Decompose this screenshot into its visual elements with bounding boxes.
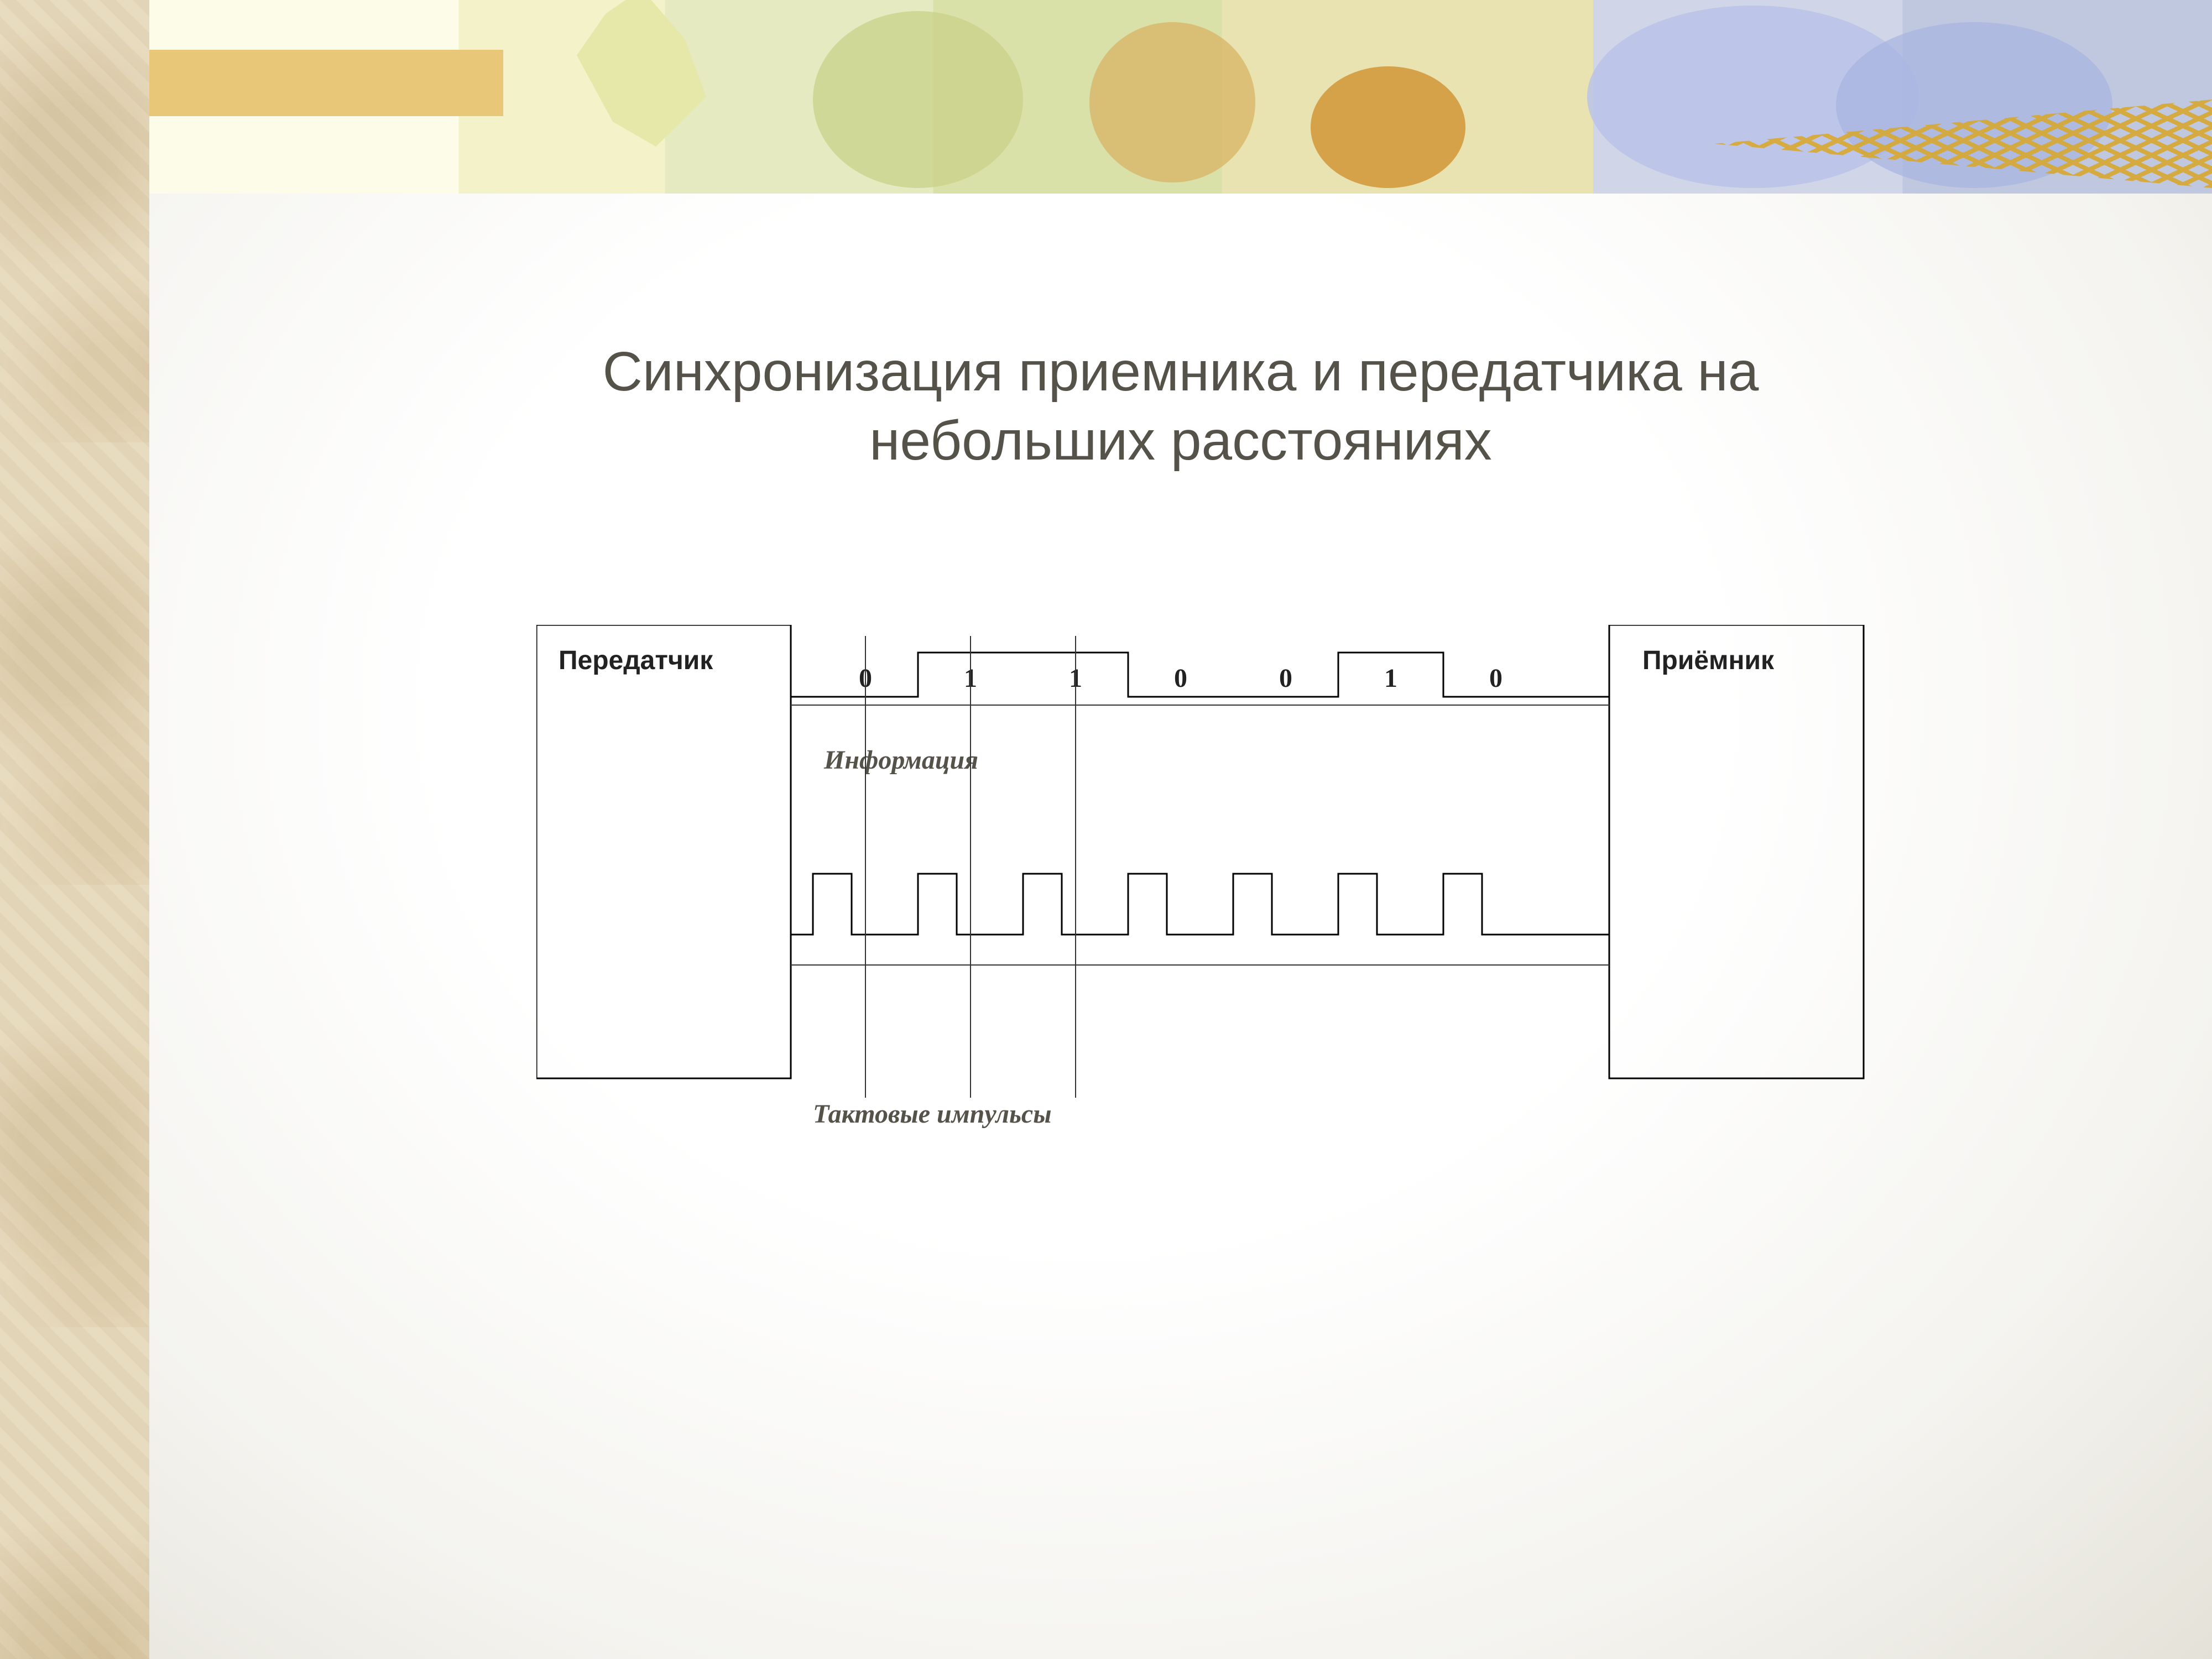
receiver-box [1609,625,1864,1078]
slide-title: Синхронизация приемника и передатчика на… [149,337,2212,476]
banner-leaf-shape [1089,22,1255,182]
info-line-label: Информация [823,745,978,775]
bit-label: 1 [1384,664,1397,693]
diagram-svg: ПередатчикПриёмник0110010ИнформацияТакто… [536,625,1947,1206]
bit-label: 0 [1489,664,1503,693]
receiver-label: Приёмник [1642,646,1775,675]
slide-body: Синхронизация приемника и передатчика на… [149,194,2212,1659]
title-line-1: Синхронизация приемника и передатчика на [603,341,1759,403]
bit-label: 0 [1279,664,1292,693]
title-line-2: небольших расстояниях [869,410,1492,472]
banner-leaf-shape [570,0,713,155]
banner-fruit-shape [1311,66,1465,188]
transmitter-label: Передатчик [559,646,713,675]
banner-leaf-shape [813,11,1023,188]
clock-line-label: Тактовые импульсы [813,1099,1052,1129]
data-waveform [791,653,1609,697]
slide-page: Синхронизация приемника и передатчика на… [0,0,2212,1659]
clock-waveform [791,874,1609,935]
top-floral-banner [149,0,2212,194]
left-parchment-strip [0,0,149,1659]
transmitter-box [536,625,791,1078]
banner-orange-bar [149,50,503,116]
bit-label: 0 [1174,664,1187,693]
sync-diagram: ПередатчикПриёмник0110010ИнформацияТакто… [536,625,1947,1206]
